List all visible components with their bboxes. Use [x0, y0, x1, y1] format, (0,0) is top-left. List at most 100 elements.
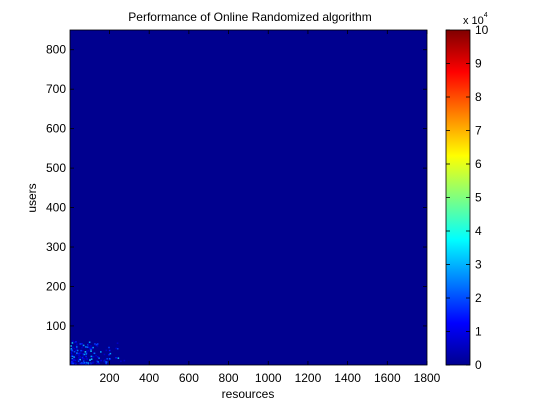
hotspot-cell — [78, 351, 81, 354]
hotspot-cell — [84, 351, 87, 353]
hotspot-cell — [98, 357, 100, 359]
hotspot-cell — [78, 358, 80, 361]
hotspot-cell — [71, 362, 73, 365]
hotspot-cell — [73, 350, 76, 353]
hotspot-cell — [71, 354, 73, 357]
hotspot-cell — [99, 351, 102, 353]
x-axis-label: resources — [222, 387, 275, 401]
hotspot-cell — [115, 347, 118, 350]
colorbar-tick-label: 3 — [475, 258, 482, 272]
hotspot-cell — [72, 362, 74, 365]
hotspot-cell — [106, 358, 108, 360]
hotspot-cell — [89, 359, 91, 361]
hotspot-cell — [87, 362, 90, 364]
hotspot-cell — [81, 356, 84, 359]
hotspot-cell — [87, 346, 90, 349]
hotspot-cell — [103, 360, 106, 363]
hotspot-cell — [105, 361, 108, 363]
hotspot-cell — [108, 353, 110, 356]
hotspot-cell — [85, 357, 88, 360]
hotspot-cell — [116, 342, 119, 344]
hotspot-cell — [79, 355, 81, 358]
hotspot-cell — [81, 343, 83, 345]
hotspot-cell — [71, 342, 74, 344]
colorbar-tick-label: 9 — [475, 57, 482, 71]
hotspot-cell — [74, 354, 77, 356]
colorbar-multiplier-base: x 10 — [463, 15, 484, 27]
hotspot-cell — [76, 352, 78, 355]
hotspot-cell — [90, 355, 93, 358]
hotspot-cell — [115, 356, 117, 359]
hotspot-cell — [108, 346, 110, 349]
hotspot-cell — [78, 355, 81, 357]
hotspot-cell — [75, 344, 78, 347]
hotspot-cell — [70, 345, 72, 347]
hotspot-cell — [76, 343, 78, 346]
hotspot-cell — [83, 362, 86, 364]
hotspot-cell — [76, 349, 79, 352]
hotspot-cell — [104, 359, 106, 361]
hotspot-cell — [96, 362, 98, 365]
hotspot-cell — [89, 347, 91, 349]
hotspot-cell — [82, 362, 84, 365]
hotspot-cell — [82, 344, 85, 347]
colorbar-tick-label: 7 — [475, 124, 482, 138]
hotspot-cell — [96, 343, 99, 345]
heatmap-hotspots — [70, 340, 126, 365]
hotspot-cell — [82, 360, 85, 362]
hotspot-cell — [81, 347, 83, 349]
hotspot-cell — [78, 352, 80, 355]
hotspot-cell — [92, 346, 94, 349]
hotspot-cell — [81, 362, 83, 364]
hotspot-cell — [105, 349, 108, 352]
hotspot-cell — [91, 355, 94, 358]
plot-frame — [69, 29, 428, 366]
hotspot-cell — [70, 355, 72, 358]
plot-area — [69, 29, 428, 366]
hotspot-cell — [89, 362, 91, 365]
hotspot-cell — [90, 350, 92, 352]
hotspot-cell — [75, 346, 78, 348]
hotspot-cell — [104, 361, 107, 363]
hotspot-cell — [85, 361, 88, 364]
hotspot-cell — [83, 358, 86, 360]
y-tick-label: 500 — [46, 161, 66, 175]
hotspot-cell — [85, 353, 88, 355]
hotspot-cell — [117, 357, 120, 359]
colorbar-tick-label: 8 — [475, 90, 482, 104]
hotspot-cell — [79, 357, 81, 359]
hotspot-cell — [73, 358, 75, 361]
hotspot-cell — [116, 348, 119, 350]
colorbar-tick-label: 6 — [475, 157, 482, 171]
hotspot-cell — [120, 360, 122, 363]
hotspot-cell — [95, 343, 98, 346]
colorbar-multiplier-exponent: 4 — [484, 12, 488, 19]
hotspot-cell — [82, 355, 84, 357]
hotspot-cell — [90, 347, 93, 350]
hotspot-cell — [80, 363, 82, 365]
hotspot-cell — [72, 346, 74, 348]
hotspot-cell — [96, 345, 99, 347]
x-tick-label: 800 — [219, 371, 239, 385]
hotspot-cell — [84, 363, 86, 365]
hotspot-cell — [78, 362, 81, 365]
hotspot-cell — [87, 363, 89, 365]
hotspot-cell — [100, 359, 102, 362]
hotspot-cell — [87, 343, 90, 345]
hotspot-cell — [77, 356, 80, 359]
colorbar-tick-label: 1 — [475, 325, 482, 339]
hotspot-cell — [86, 346, 89, 348]
colorbar-tick-label: 5 — [475, 191, 482, 205]
hotspot-cell — [73, 356, 75, 358]
hotspot-cell — [80, 352, 82, 354]
hotspot-cell — [79, 358, 81, 361]
hotspot-cell — [84, 346, 87, 348]
hotspot-cell — [71, 349, 73, 351]
y-tick-label: 600 — [46, 122, 66, 136]
y-axis-ticks: 100 200 300 400 500 600 700 800 — [46, 43, 427, 333]
hotspot-cell — [70, 348, 73, 350]
hotspot-cell — [97, 361, 99, 363]
hotspot-cell — [75, 341, 77, 343]
hotspot-cell — [82, 345, 84, 348]
